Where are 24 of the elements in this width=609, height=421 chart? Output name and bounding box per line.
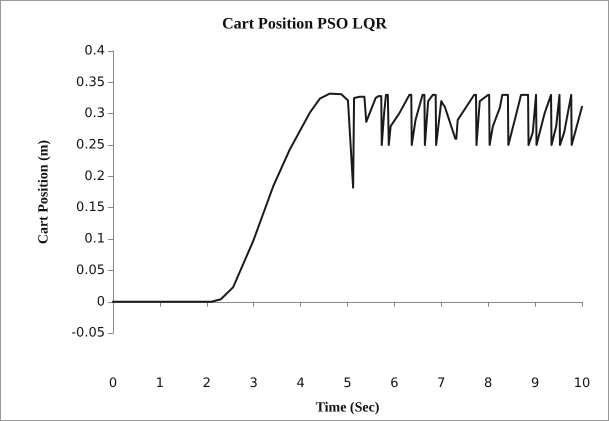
y-tick-label: 0.1 — [84, 232, 105, 247]
y-tick-label: 0.15 — [76, 200, 105, 216]
y-tick-label: 0 — [96, 294, 105, 310]
x-tick-label: 10 — [574, 376, 590, 391]
y-tick-label: -0.05 — [71, 326, 105, 341]
x-tick-label: 2 — [202, 376, 211, 391]
y-tick-label: 0.25 — [76, 138, 105, 153]
y-tick-label: 0.4 — [84, 44, 105, 58]
x-tick-label: 0 — [108, 376, 118, 391]
chart-title: Cart Position PSO LQR — [222, 16, 388, 32]
y-tick-label: 0.05 — [76, 262, 105, 278]
x-tick-label: 1 — [156, 376, 164, 391]
x-tick-label: 6 — [390, 376, 399, 391]
x-tick-label: 4 — [296, 376, 305, 391]
x-tick-label: 5 — [343, 376, 352, 391]
y-tick-label: 0.2 — [84, 168, 105, 184]
x-axis-title: Time (Sec) — [316, 400, 380, 416]
x-tick-label: 8 — [484, 376, 492, 391]
x-tick-label: 3 — [250, 376, 258, 391]
y-tick-label: 0.3 — [84, 106, 105, 122]
y-axis-title: Cart Position (m) — [36, 140, 52, 244]
x-tick-label: 9 — [530, 376, 540, 391]
x-tick-label: 7 — [437, 376, 446, 391]
y-tick-label: 0.35 — [76, 74, 105, 90]
